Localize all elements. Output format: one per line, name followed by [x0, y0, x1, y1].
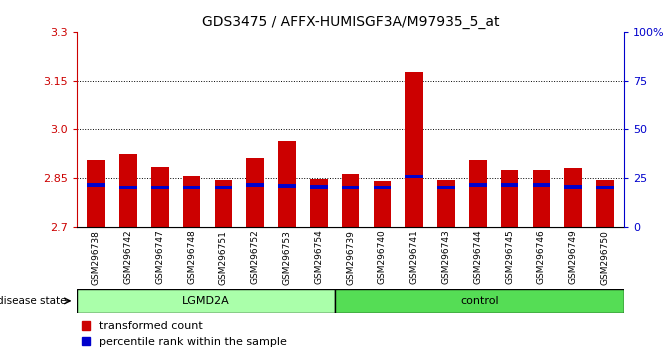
Text: disease state: disease state — [0, 296, 66, 306]
Bar — [119, 154, 137, 227]
Text: GSM296745: GSM296745 — [505, 230, 514, 284]
Text: GSM296753: GSM296753 — [282, 230, 291, 285]
FancyBboxPatch shape — [77, 289, 335, 313]
Title: GDS3475 / AFFX-HUMISGF3A/M97935_5_at: GDS3475 / AFFX-HUMISGF3A/M97935_5_at — [202, 16, 499, 29]
Bar — [151, 186, 168, 189]
Bar — [597, 180, 614, 227]
Bar — [278, 184, 296, 188]
Text: GSM296750: GSM296750 — [601, 230, 609, 285]
Text: GSM296744: GSM296744 — [473, 230, 482, 284]
Text: GSM296749: GSM296749 — [568, 230, 578, 284]
Bar — [215, 180, 232, 227]
Bar — [533, 170, 550, 227]
Bar — [87, 183, 105, 187]
Bar — [183, 186, 201, 189]
Bar — [437, 180, 455, 227]
Text: GSM296743: GSM296743 — [442, 230, 450, 284]
Bar — [310, 185, 327, 189]
Legend: transformed count, percentile rank within the sample: transformed count, percentile rank withi… — [77, 317, 292, 352]
Text: GSM296747: GSM296747 — [155, 230, 164, 284]
Bar — [246, 158, 264, 227]
Text: GSM296746: GSM296746 — [537, 230, 546, 284]
Text: GSM296741: GSM296741 — [410, 230, 419, 284]
Bar — [278, 141, 296, 227]
Bar — [501, 170, 518, 227]
Text: control: control — [460, 296, 499, 306]
Bar — [469, 160, 486, 227]
Bar — [501, 183, 518, 187]
Bar — [183, 176, 201, 227]
Text: GSM296740: GSM296740 — [378, 230, 387, 284]
Bar — [533, 183, 550, 187]
Bar — [342, 174, 360, 227]
Bar — [374, 186, 391, 189]
Text: LGMD2A: LGMD2A — [182, 296, 229, 306]
FancyBboxPatch shape — [335, 289, 624, 313]
Bar — [215, 186, 232, 189]
Bar — [437, 186, 455, 189]
Text: GSM296754: GSM296754 — [314, 230, 323, 284]
Text: GSM296751: GSM296751 — [219, 230, 228, 285]
Bar — [469, 183, 486, 187]
Bar — [246, 183, 264, 187]
Bar — [374, 181, 391, 227]
Text: GSM296748: GSM296748 — [187, 230, 196, 284]
Bar — [597, 186, 614, 189]
Bar — [405, 175, 423, 178]
Text: GSM296752: GSM296752 — [251, 230, 260, 284]
Bar — [119, 186, 137, 189]
Bar — [405, 73, 423, 227]
Text: GSM296742: GSM296742 — [123, 230, 133, 284]
Text: GSM296739: GSM296739 — [346, 230, 355, 285]
Bar — [87, 160, 105, 227]
Text: GSM296738: GSM296738 — [92, 230, 101, 285]
Bar — [564, 168, 582, 227]
Bar — [151, 166, 168, 227]
Bar — [310, 178, 327, 227]
Bar — [342, 186, 360, 189]
Bar — [564, 185, 582, 189]
